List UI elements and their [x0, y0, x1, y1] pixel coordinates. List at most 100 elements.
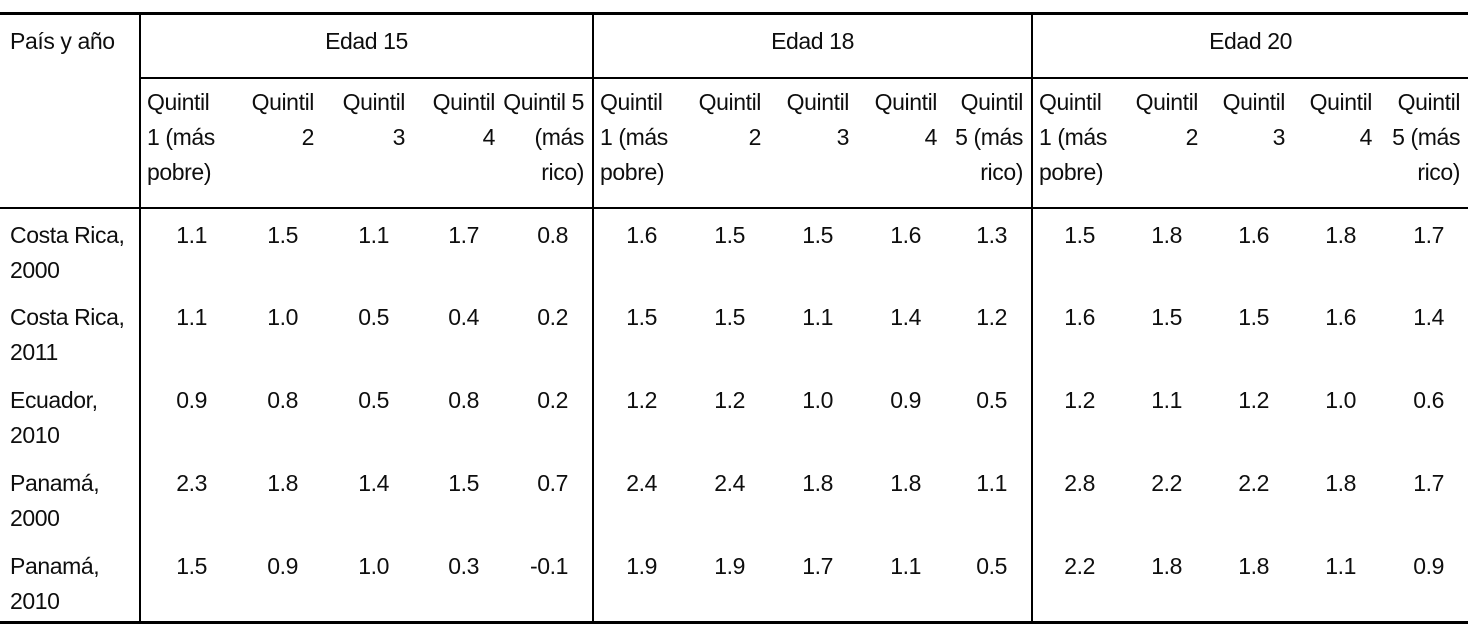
value-cell: 2.4 — [714, 469, 746, 496]
value-cell: 0.2 — [537, 303, 569, 330]
group-header-edad-18: Edad 18 — [592, 13, 1033, 79]
value-cell: 0.3 — [448, 552, 479, 579]
value-cell: 1.1 — [1151, 386, 1183, 413]
value-cell: 1.9 — [592, 539, 682, 623]
row-label: Panamá, 2000 — [10, 469, 100, 531]
value-cell: 0.9 — [1413, 552, 1445, 579]
col-header-e20-quintil-4: Quintil 4 — [1293, 77, 1381, 209]
table-container: País y año Edad 15 Edad 18 Edad 20 Quint… — [0, 12, 1468, 624]
value-cell: 1.5 — [448, 469, 479, 496]
col-header-e15-quintil-2: Quintil 2 — [231, 77, 322, 209]
value-cell: 1.6 — [1238, 221, 1270, 248]
value-cell: 1.1 — [890, 552, 922, 579]
value-cell: 1.1 — [139, 207, 231, 291]
table-row: Panamá, 2000 2.3 1.8 1.4 1.5 0.7 2.4 2.4 1.8 1.8 1… — [0, 456, 1468, 540]
value-cell: 1.2 — [976, 303, 1008, 330]
value-cell: 0.5 — [976, 552, 1008, 579]
value-cell: 1.1 — [976, 469, 1008, 496]
value-cell: 1.8 — [1238, 552, 1270, 579]
value-cell: 0.8 — [267, 386, 298, 413]
value-cell: 1.8 — [1151, 221, 1183, 248]
value-cell: 1.5 — [714, 303, 746, 330]
table-row: Panamá, 2010 1.5 0.9 1.0 0.3 -0.1 1.9 1.9 1.7 1.1… — [0, 539, 1468, 623]
value-cell: 1.8 — [1325, 469, 1357, 496]
col-header-e18-quintil-3: Quintil 3 — [769, 77, 858, 209]
table-row: Costa Rica, 2000 1.1 1.5 1.1 1.7 0.8 1.6 1.5 1.5… — [0, 207, 1468, 291]
group-header-row: País y año Edad 15 Edad 18 Edad 20 — [0, 13, 1468, 209]
value-cell: 1.0 — [802, 386, 834, 413]
col-header-e18-quintil-4: Quintil 4 — [857, 77, 946, 209]
value-cell: 0.7 — [537, 469, 569, 496]
value-cell: 1.5 — [267, 221, 298, 248]
value-cell: 1.2 — [1031, 373, 1120, 457]
row-label: Costa Rica, 2011 — [10, 303, 125, 365]
value-cell: 0.5 — [358, 303, 389, 330]
table-row: Ecuador, 2010 0.9 0.8 0.5 0.8 0.2 1.2 1.2 1.0 0.9… — [0, 373, 1468, 457]
value-cell: -0.1 — [529, 552, 569, 579]
col-header-e18-quintil-2: Quintil 2 — [681, 77, 770, 209]
value-cell: 1.8 — [1151, 552, 1183, 579]
value-cell: 2.8 — [1031, 456, 1120, 540]
value-cell: 1.9 — [714, 552, 746, 579]
value-cell: 1.3 — [976, 221, 1008, 248]
value-cell: 0.8 — [537, 221, 569, 248]
value-cell: 1.5 — [139, 539, 231, 623]
value-cell: 2.3 — [139, 456, 231, 540]
value-cell: 1.7 — [448, 221, 479, 248]
value-cell: 1.5 — [592, 290, 682, 374]
value-cell: 0.8 — [448, 386, 479, 413]
col-header-e20-quintil-2: Quintil 2 — [1119, 77, 1207, 209]
value-cell: 0.9 — [890, 386, 922, 413]
value-cell: 2.4 — [592, 456, 682, 540]
row-label: Costa Rica, 2000 — [10, 221, 125, 283]
group-header-edad-20: Edad 20 — [1031, 13, 1468, 79]
col-header-e15-quintil-4: Quintil 4 — [413, 77, 503, 209]
col-header-e15-quintil-1: Quintil 1 (más pobre) — [139, 77, 231, 209]
value-cell: 1.4 — [358, 469, 389, 496]
value-cell: 0.9 — [267, 552, 298, 579]
value-cell: 1.6 — [890, 221, 922, 248]
value-cell: 1.4 — [890, 303, 922, 330]
col-header-e20-quintil-5: Quintil 5 (más rico) — [1380, 77, 1468, 209]
value-cell: 1.6 — [1325, 303, 1357, 330]
value-cell: 1.6 — [592, 207, 682, 291]
quintile-header-row: Quintil 1 (más pobre) Quintil 2 Quintil … — [0, 77, 1468, 209]
value-cell: 1.1 — [1325, 552, 1357, 579]
corner-header-pais-y-ano: País y año — [0, 13, 140, 209]
col-header-e20-quintil-1: Quintil 1 (más pobre) — [1031, 77, 1120, 209]
value-cell: 1.8 — [890, 469, 922, 496]
value-cell: 0.5 — [976, 386, 1008, 413]
col-header-e18-quintil-1: Quintil 1 (más pobre) — [592, 77, 682, 209]
col-header-e18-quintil-5: Quintil 5 (más rico) — [945, 77, 1033, 209]
value-cell: 1.4 — [1413, 303, 1445, 330]
value-cell: 1.8 — [802, 469, 834, 496]
value-cell: 1.5 — [1151, 303, 1183, 330]
table-body: Costa Rica, 2000 1.1 1.5 1.1 1.7 0.8 1.6 1.5 1.5… — [0, 207, 1468, 623]
value-cell: 1.7 — [1413, 221, 1445, 248]
value-cell: 1.8 — [1325, 221, 1357, 248]
row-label: Ecuador, 2010 — [10, 386, 98, 448]
value-cell: 1.1 — [358, 221, 389, 248]
value-cell: 1.5 — [1238, 303, 1270, 330]
value-cell: 0.4 — [448, 303, 479, 330]
col-header-e20-quintil-3: Quintil 3 — [1206, 77, 1294, 209]
col-header-e15-quintil-3: Quintil 3 — [322, 77, 413, 209]
value-cell: 1.0 — [1325, 386, 1357, 413]
table-row: Costa Rica, 2011 1.1 1.0 0.5 0.4 0.2 1.5 1.5 1.1… — [0, 290, 1468, 374]
value-cell: 0.2 — [537, 386, 569, 413]
value-cell: 1.5 — [1031, 207, 1120, 291]
value-cell: 1.1 — [802, 303, 834, 330]
value-cell: 2.2 — [1238, 469, 1270, 496]
group-header-edad-15: Edad 15 — [138, 13, 594, 79]
quintile-table: País y año Edad 15 Edad 18 Edad 20 Quint… — [0, 12, 1468, 624]
col-header-e15-quintil-5: Quintil 5 (más rico) — [503, 77, 594, 209]
value-cell: 1.2 — [592, 373, 682, 457]
row-label: Panamá, 2010 — [10, 552, 100, 614]
value-cell: 1.0 — [358, 552, 389, 579]
value-cell: 2.2 — [1151, 469, 1183, 496]
value-cell: 1.6 — [1031, 290, 1120, 374]
value-cell: 1.0 — [267, 303, 298, 330]
value-cell: 1.7 — [1413, 469, 1445, 496]
value-cell: 0.6 — [1413, 386, 1445, 413]
value-cell: 2.2 — [1031, 539, 1120, 623]
